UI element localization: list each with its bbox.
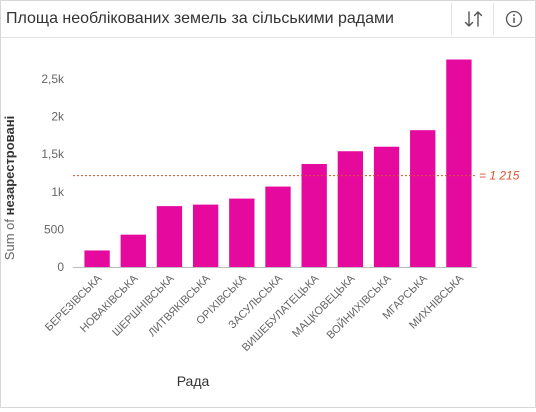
x-axis-label: Рада <box>177 373 210 389</box>
bar[interactable] <box>301 164 327 267</box>
bar[interactable] <box>446 59 472 267</box>
sort-button[interactable] <box>461 7 487 31</box>
x-tick-label: ВОЙНИХІВСЬКА <box>324 271 394 341</box>
reference-line-label: = 1 215 <box>479 169 520 183</box>
info-circle-icon <box>505 10 523 28</box>
bar[interactable] <box>337 151 364 267</box>
bar[interactable] <box>192 204 219 267</box>
bar[interactable] <box>229 198 255 267</box>
y-tick-label: 1k <box>51 185 65 199</box>
bar[interactable] <box>156 206 183 267</box>
y-tick-label: 1,5k <box>41 147 65 161</box>
header-divider <box>493 3 494 35</box>
x-tick-label: ШЕРШНІВСЬКА <box>110 272 177 339</box>
header-divider <box>451 3 452 35</box>
y-tick-label: 2k <box>51 110 65 124</box>
y-tick-label: 0 <box>57 260 64 274</box>
bar[interactable] <box>120 234 146 267</box>
info-button[interactable] <box>501 7 527 31</box>
y-tick-label: 2,5k <box>41 72 65 86</box>
x-tick-label: ЛИТВЯКІВСЬКА <box>146 272 213 339</box>
bar[interactable] <box>373 146 400 267</box>
y-tick-label: 500 <box>44 222 64 236</box>
x-tick-label: МАЦКОВЕЦЬКА <box>290 272 358 340</box>
bar[interactable] <box>410 130 436 267</box>
sort-arrows-icon <box>464 11 483 27</box>
bar[interactable] <box>84 250 110 267</box>
bar[interactable] <box>265 186 291 267</box>
y-axis-label: Sum of незарестровані <box>2 116 17 260</box>
chart-area: Sum of незарестровані 0 500 1k 1,5k 2k 2,5k Б… <box>1 38 535 407</box>
widget-header: Площа необлікованих земель за сільськими… <box>1 1 535 38</box>
widget-title: Площа необлікованих земель за сільськими… <box>6 10 394 27</box>
